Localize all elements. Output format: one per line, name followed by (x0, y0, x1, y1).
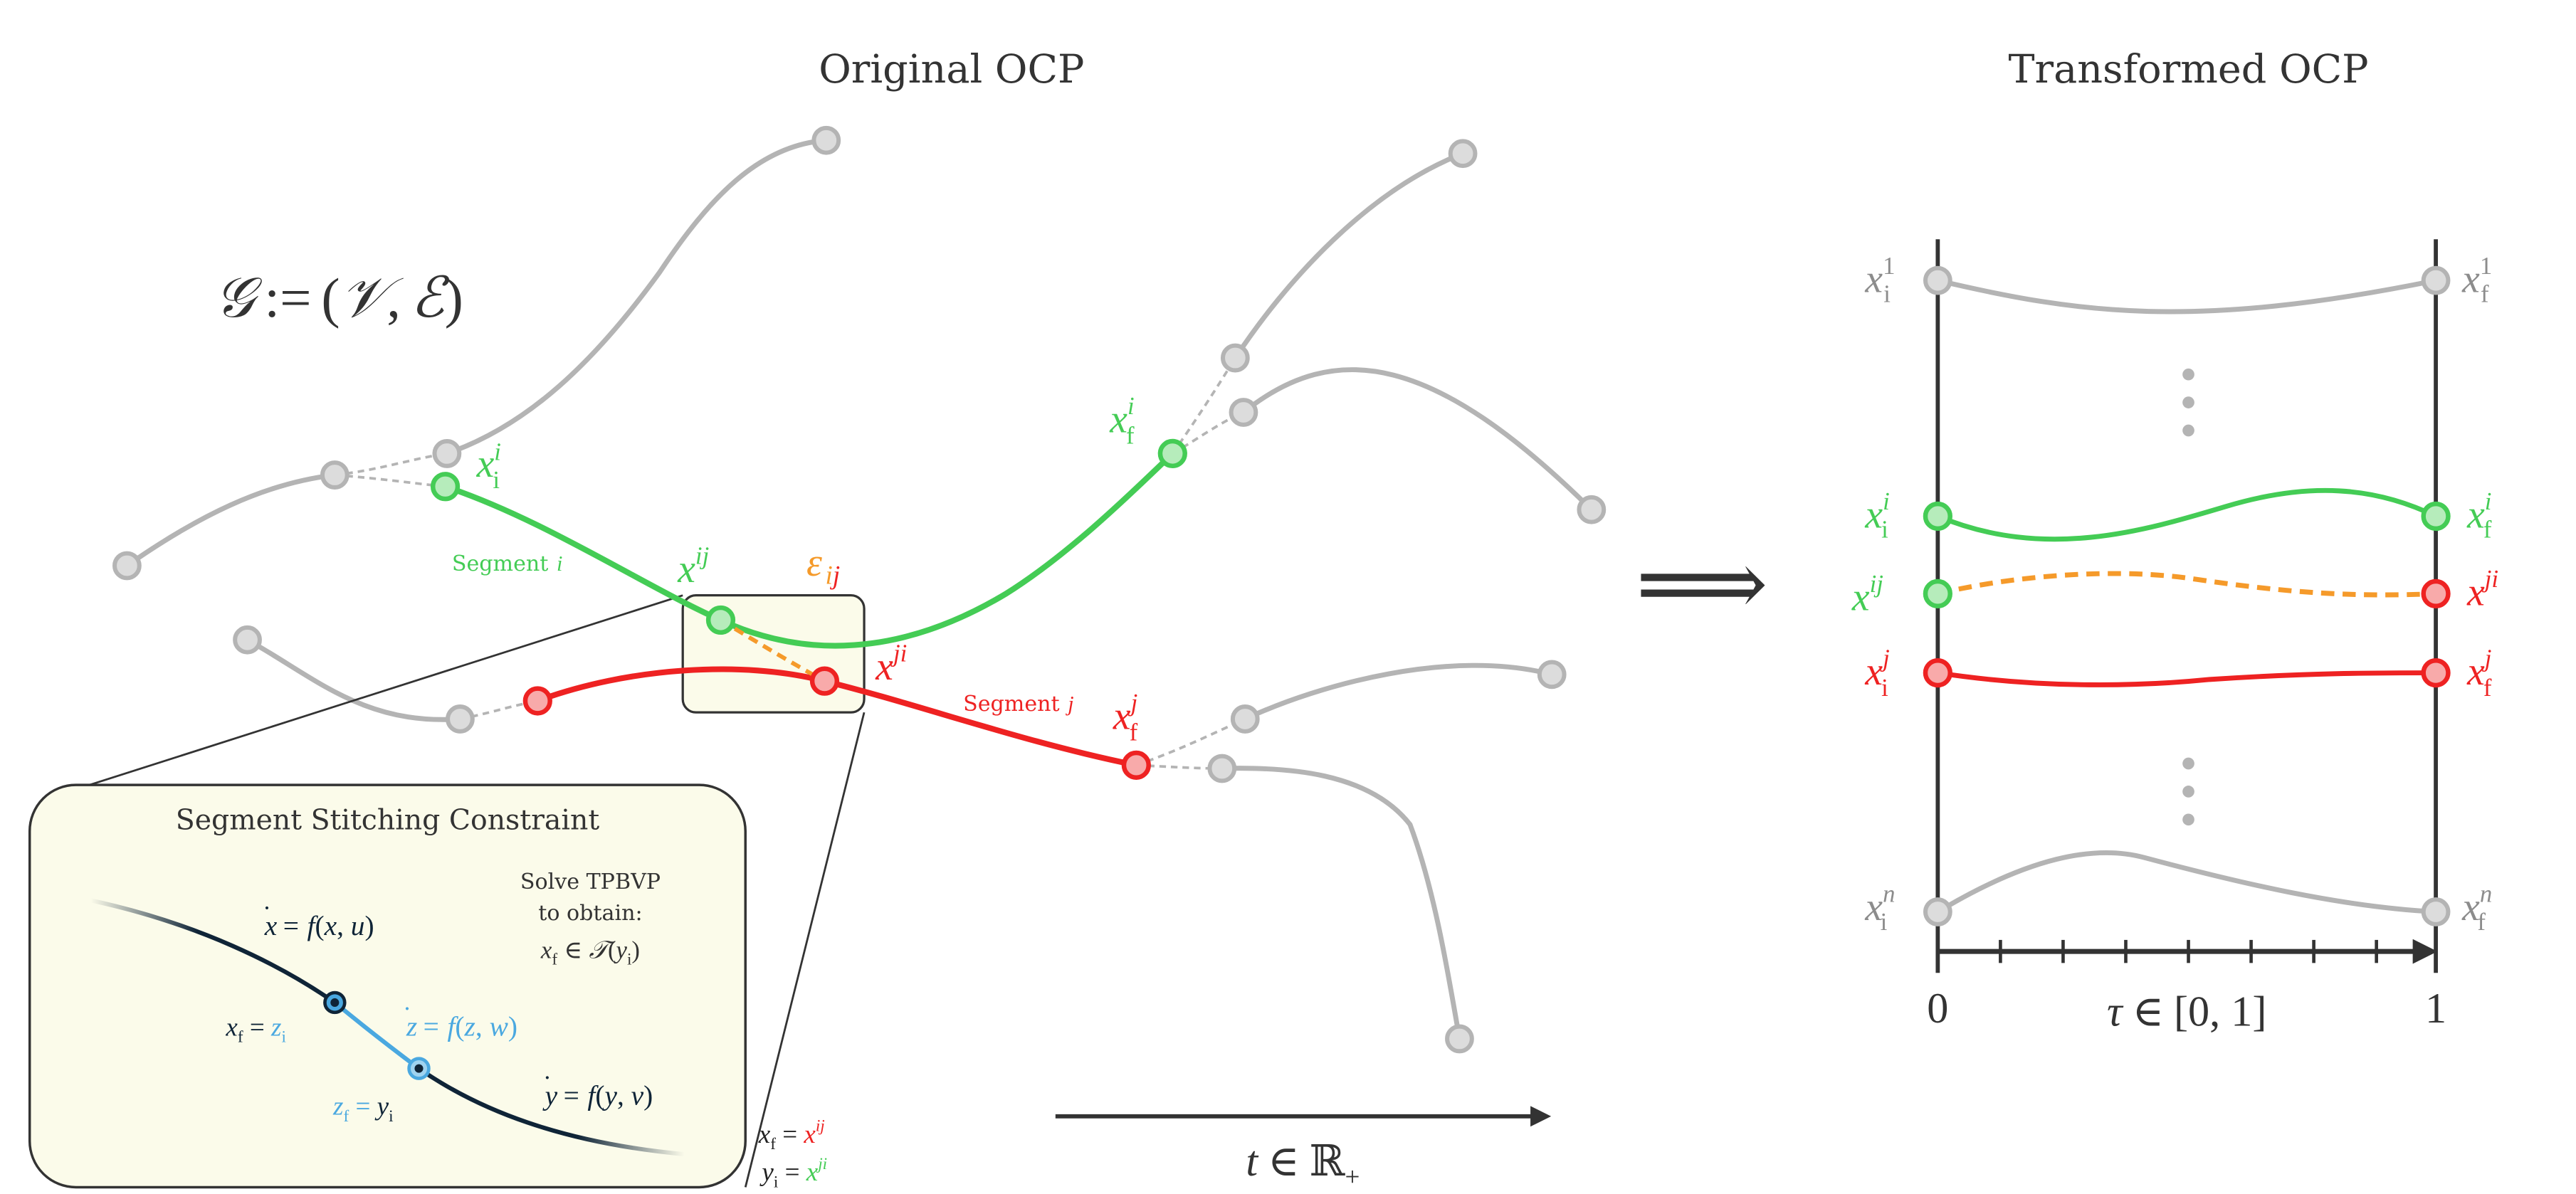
gray-node (1220, 343, 1250, 373)
label-segment-j: Segment j (963, 692, 1074, 717)
gray-segment-upper-right-b (1241, 367, 1594, 512)
stitching-box-title: Segment Stitching Constraint (176, 804, 600, 837)
zoom-line-left (78, 594, 683, 790)
node-row-n-end (2421, 897, 2451, 926)
transformed-ocp-panel: x1 i xi i xij xj i xn i x1 f xi f xji xj f xn f … (1851, 239, 2498, 1035)
node-zf-yi-inner (414, 1064, 424, 1073)
node-x-ij (705, 605, 736, 635)
node-row-ji-end (2421, 578, 2451, 608)
node-x-ji (809, 666, 840, 696)
label-row-n-start: xn i (1864, 880, 1895, 936)
gray-node (320, 460, 349, 490)
row-1-curve (1937, 278, 2436, 315)
time-axis-label: t ∈ ℝ+ (1246, 1138, 1360, 1192)
tau-zero-label: 0 (1927, 985, 1948, 1032)
xf-equals-zi: xf = zi (225, 1013, 285, 1046)
gray-node (1229, 398, 1258, 427)
label-row-j-start: xj i (1864, 644, 1889, 702)
label-row-ij-start: xij (1851, 570, 1883, 619)
stitching-dark-curve (90, 898, 685, 1157)
stitching-box-frame (28, 783, 747, 1189)
gray-node (112, 551, 142, 581)
label-row-ji-end: xji (2466, 565, 2498, 614)
gray-node (1207, 754, 1237, 783)
gray-node (1448, 139, 1478, 169)
gray-node (811, 125, 841, 155)
label-segment-i: Segment i (452, 551, 563, 576)
node-row-j-start (1923, 657, 1952, 688)
node-xi-i (430, 472, 461, 502)
stitching-blue-curve (333, 1000, 421, 1071)
node-row-j-end (2421, 657, 2451, 688)
gray-node (1577, 495, 1607, 524)
gray-segment-left-upper (124, 472, 337, 569)
gray-node (1537, 660, 1567, 690)
tau-axis-ticks (1999, 939, 2378, 963)
green-nodes (430, 438, 1187, 635)
label-row-1-start: x1 i (1864, 252, 1895, 307)
xf-equals-xij: xf = xij (758, 1117, 825, 1153)
yi-equals-xji: yi = xji (759, 1155, 827, 1191)
zf-equals-yi: zf = yi (332, 1092, 393, 1126)
gray-node (1445, 1024, 1474, 1054)
node-row-1-start (1923, 265, 1952, 295)
label-row-i-end: xi f (2466, 487, 2492, 543)
red-nodes (522, 666, 1151, 780)
label-xf-j: xj f (1113, 689, 1138, 746)
gray-segment-upper-right-a (1232, 151, 1466, 361)
solve-tpbvp-line1: Solve TPBVP (520, 870, 661, 894)
original-ocp-title: Original OCP (819, 46, 1084, 93)
solve-tpbvp-result: xf ∈ 𝒯(yi) (540, 936, 640, 968)
vertical-ellipsis-upper (2182, 368, 2194, 437)
gray-segment-top (444, 137, 829, 456)
transformed-ocp-title: Transformed OCP (2008, 46, 2368, 93)
dynamics-z: z˙ = f(z, w) (402, 1000, 517, 1042)
graph-definition: 𝒢:= (𝒱, ℰ) (214, 268, 463, 329)
label-row-j-end: xj f (2466, 644, 2492, 702)
stitching-constraint-box: Segment Stitching Constraint Solve TPBVP… (28, 783, 747, 1189)
gray-node (432, 439, 462, 468)
label-xi-i: xi i (476, 438, 501, 494)
gray-nodes (112, 125, 1607, 1054)
zoom-line-right (744, 712, 866, 1188)
segment-i-curve (442, 450, 1176, 649)
node-xf-i (1157, 438, 1187, 469)
node-xf-zi-inner (330, 998, 340, 1007)
node-xf-j (1121, 750, 1151, 780)
label-x-ji: xji (875, 639, 907, 688)
gray-node (233, 625, 262, 655)
node-xi-j (522, 686, 552, 716)
label-row-i-start: xi i (1864, 487, 1889, 543)
row-i-curve (1937, 487, 2437, 542)
label-xf-i: xi f (1109, 392, 1135, 450)
solve-tpbvp-line2: to obtain: (538, 901, 642, 926)
node-row-i-start (1923, 501, 1952, 532)
gray-segment-lower-right-b (1219, 766, 1462, 1042)
gray-segment-lower-right-a (1242, 662, 1555, 722)
label-epsilon-ij: ε ij (806, 541, 840, 591)
gray-node (1230, 704, 1260, 734)
row-n-curve (1936, 850, 2436, 914)
vertical-ellipsis-lower (2182, 757, 2194, 826)
tau-one-label: 1 (2425, 985, 2446, 1032)
node-row-i-end (2421, 501, 2451, 532)
implies-arrow: ⟹ (1636, 533, 1768, 635)
gray-node (446, 704, 475, 734)
dynamics-y: y˙ = f(y, v) (542, 1070, 653, 1111)
row-j-curve (1937, 670, 2436, 687)
node-row-1-end (2421, 265, 2451, 295)
gray-trajectories (124, 137, 1594, 1042)
gray-segment-left-lower (245, 637, 463, 722)
row-ij-ji-curve (1937, 571, 2436, 598)
tau-axis-label: τ ∈ [0, 1] (2107, 988, 2266, 1035)
node-row-ij-start (1923, 578, 1952, 608)
label-row-1-end: x1 f (2461, 252, 2492, 307)
node-row-n-start (1923, 897, 1952, 926)
label-row-n-end: xn f (2461, 880, 2492, 936)
dynamics-x: x˙ = f(x, u) (262, 900, 374, 941)
label-x-ij: xij (677, 542, 709, 591)
